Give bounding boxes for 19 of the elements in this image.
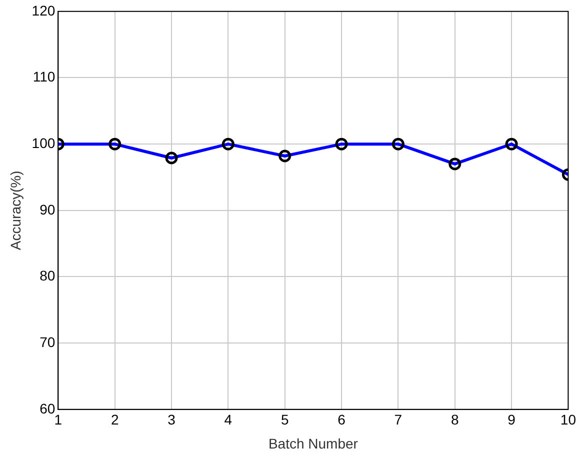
x-tick-label: 6 <box>338 412 346 428</box>
y-tick-label: 70 <box>40 334 56 350</box>
y-tick-label: 100 <box>32 134 56 151</box>
x-tick-label: 1 <box>54 412 62 428</box>
y-tick-label: 80 <box>40 268 56 284</box>
y-axis-title: Accuracy(%) <box>7 170 24 250</box>
x-tick-label: 9 <box>508 412 516 428</box>
x-tick-label: 3 <box>168 412 176 428</box>
x-tick-label: 4 <box>224 412 232 428</box>
x-tick-label: 10 <box>560 412 576 428</box>
x-tick-label: 5 <box>280 412 289 428</box>
y-tick-label: 60 <box>40 400 56 416</box>
x-tick-label: 8 <box>450 412 459 428</box>
y-tick-label: 110 <box>32 68 56 85</box>
x-axis-title: Batch Number <box>268 435 358 452</box>
x-tick-label: 2 <box>110 412 119 428</box>
y-tick-label: 90 <box>40 201 56 218</box>
y-tick-label: 120 <box>32 2 56 18</box>
x-tick-label: 7 <box>394 412 402 428</box>
